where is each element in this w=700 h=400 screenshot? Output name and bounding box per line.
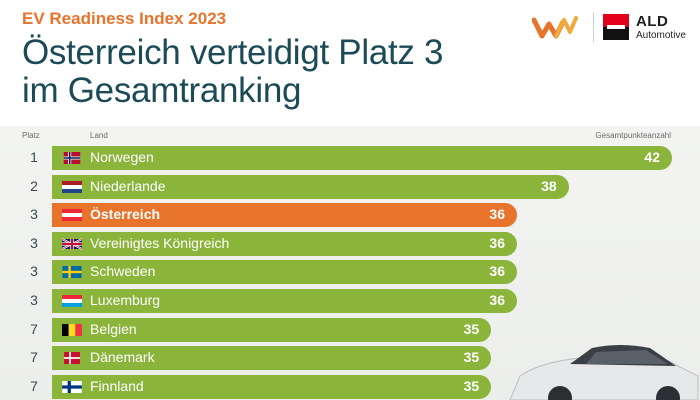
- logo-group: ALD Automotive: [531, 10, 686, 44]
- country-label: Schweden: [90, 263, 156, 280]
- ald-logo-icon: [602, 14, 629, 40]
- rank-label: 3: [30, 263, 38, 280]
- bar-belgien: Belgien 35: [52, 317, 492, 342]
- country-label: Dänemark: [90, 349, 155, 366]
- bar-finnland: Finnland 35: [52, 374, 492, 399]
- score-label: 36: [489, 292, 505, 308]
- country-label: Niederlande: [90, 177, 166, 194]
- rank-label: 7: [30, 320, 38, 337]
- score-label: 36: [489, 234, 505, 251]
- rank-label: 3: [30, 206, 38, 223]
- bar-norwegen: Norwegen 42: [52, 146, 672, 170]
- ald-wordmark: ALD Automotive: [636, 14, 686, 41]
- ald-sub: Automotive: [635, 29, 686, 41]
- bar-vereinigtes-königreich: Vereinigtes Königreich 36: [52, 231, 517, 256]
- rank-label: 3: [30, 292, 38, 308]
- bar-österreich: Österreich 36: [52, 203, 517, 228]
- logo-divider: [592, 12, 594, 42]
- country-label: Belgien: [90, 320, 137, 337]
- header-score: Gesamtpunkteanzahl: [595, 131, 671, 140]
- rank-label: 3: [30, 234, 38, 251]
- finland-flag-icon: [62, 380, 82, 393]
- headline-line-2: im Gesamtranking: [22, 71, 302, 110]
- score-label: 35: [463, 377, 480, 394]
- bar-luxemburg: Luxemburg 36: [52, 289, 517, 313]
- austria-flag-icon: [62, 209, 82, 222]
- header-country: Land: [90, 131, 108, 140]
- country-label: Luxemburg: [90, 292, 161, 308]
- score-label: 36: [489, 206, 505, 223]
- score-label: 35: [463, 320, 480, 337]
- score-label: 36: [489, 263, 505, 280]
- eyebrow-title: EV Readiness Index 2023: [22, 9, 227, 28]
- luxembourg-flag-icon: [62, 295, 82, 307]
- rank-label: 1: [30, 149, 38, 165]
- score-label: 35: [463, 349, 480, 366]
- rank-label: 7: [30, 377, 38, 394]
- ald-name: ALD: [635, 12, 669, 30]
- header-rank: Platz: [22, 131, 40, 140]
- country-label: Finnland: [90, 377, 144, 394]
- rank-label: 7: [30, 349, 38, 366]
- bar-schweden: Schweden 36: [52, 260, 517, 285]
- country-label: Vereinigtes Königreich: [90, 234, 230, 251]
- bar-niederlande: Niederlande 38: [52, 174, 569, 199]
- country-label: Norwegen: [90, 149, 154, 165]
- bar-dänemark: Dänemark 35: [52, 346, 492, 371]
- score-label: 38: [541, 177, 557, 194]
- header: EV Readiness Index 2023 Österreich verte…: [0, 0, 700, 126]
- car-image: [509, 345, 699, 400]
- netherlands-flag-icon: [62, 180, 82, 193]
- headline: Österreich verteidigt Platz 3 im Gesamtr…: [22, 33, 444, 110]
- norway-flag-icon: [62, 152, 82, 164]
- sweden-flag-icon: [62, 266, 82, 279]
- score-label: 42: [644, 149, 660, 165]
- country-label: Österreich: [90, 206, 161, 223]
- uk-flag-icon: [62, 237, 82, 250]
- denmark-flag-icon: [62, 352, 82, 365]
- w-logo-icon: [531, 16, 578, 39]
- rank-label: 2: [30, 177, 38, 194]
- belgium-flag-icon: [62, 323, 82, 336]
- headline-line-1: Österreich verteidigt Platz 3: [22, 33, 444, 72]
